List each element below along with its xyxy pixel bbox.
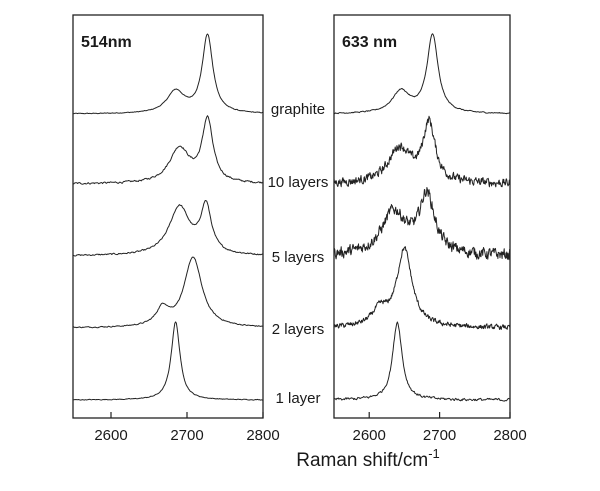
spectrum-10-layers bbox=[333, 115, 511, 188]
x-tick-label: 2600 bbox=[94, 427, 127, 444]
x-tick-label: 2600 bbox=[353, 427, 386, 444]
spectrum-graphite bbox=[72, 33, 264, 115]
spectrum-graphite bbox=[333, 33, 511, 115]
spectrum-2-layers bbox=[72, 256, 264, 329]
sample-labels: graphite 10 layers 5 layers 2 layers 1 layer bbox=[268, 101, 329, 407]
sample-label: 2 layers bbox=[272, 321, 325, 338]
spectrum-1-layer bbox=[72, 321, 264, 401]
spectrum-5-layers bbox=[333, 187, 511, 261]
spectrum-1-layer bbox=[333, 321, 511, 402]
sample-label: 10 layers bbox=[268, 174, 329, 191]
plot-frame bbox=[72, 14, 264, 419]
sample-label: 1 layer bbox=[275, 390, 320, 407]
spectrum-10-layers bbox=[72, 115, 264, 185]
x-tick-label: 2800 bbox=[493, 427, 526, 444]
sample-label: graphite bbox=[271, 101, 325, 118]
x-tick-label: 2700 bbox=[170, 427, 203, 444]
x-tick-label: 2700 bbox=[423, 427, 456, 444]
plot-frame bbox=[333, 14, 511, 419]
spectrum-2-layers bbox=[333, 246, 511, 330]
sample-label: 5 layers bbox=[272, 249, 325, 266]
panel-633nm: 633 nm 2600 2700 2800 bbox=[333, 14, 527, 444]
x-tick-label: 2800 bbox=[246, 427, 279, 444]
spectrum-5-layers bbox=[72, 200, 264, 257]
x-axis-title: Raman shift/cm-1 bbox=[296, 446, 440, 471]
panel-title: 633 nm bbox=[342, 34, 397, 51]
panel-514nm: 514nm 2600 2700 2800 bbox=[72, 14, 280, 444]
panel-title: 514nm bbox=[81, 34, 132, 51]
